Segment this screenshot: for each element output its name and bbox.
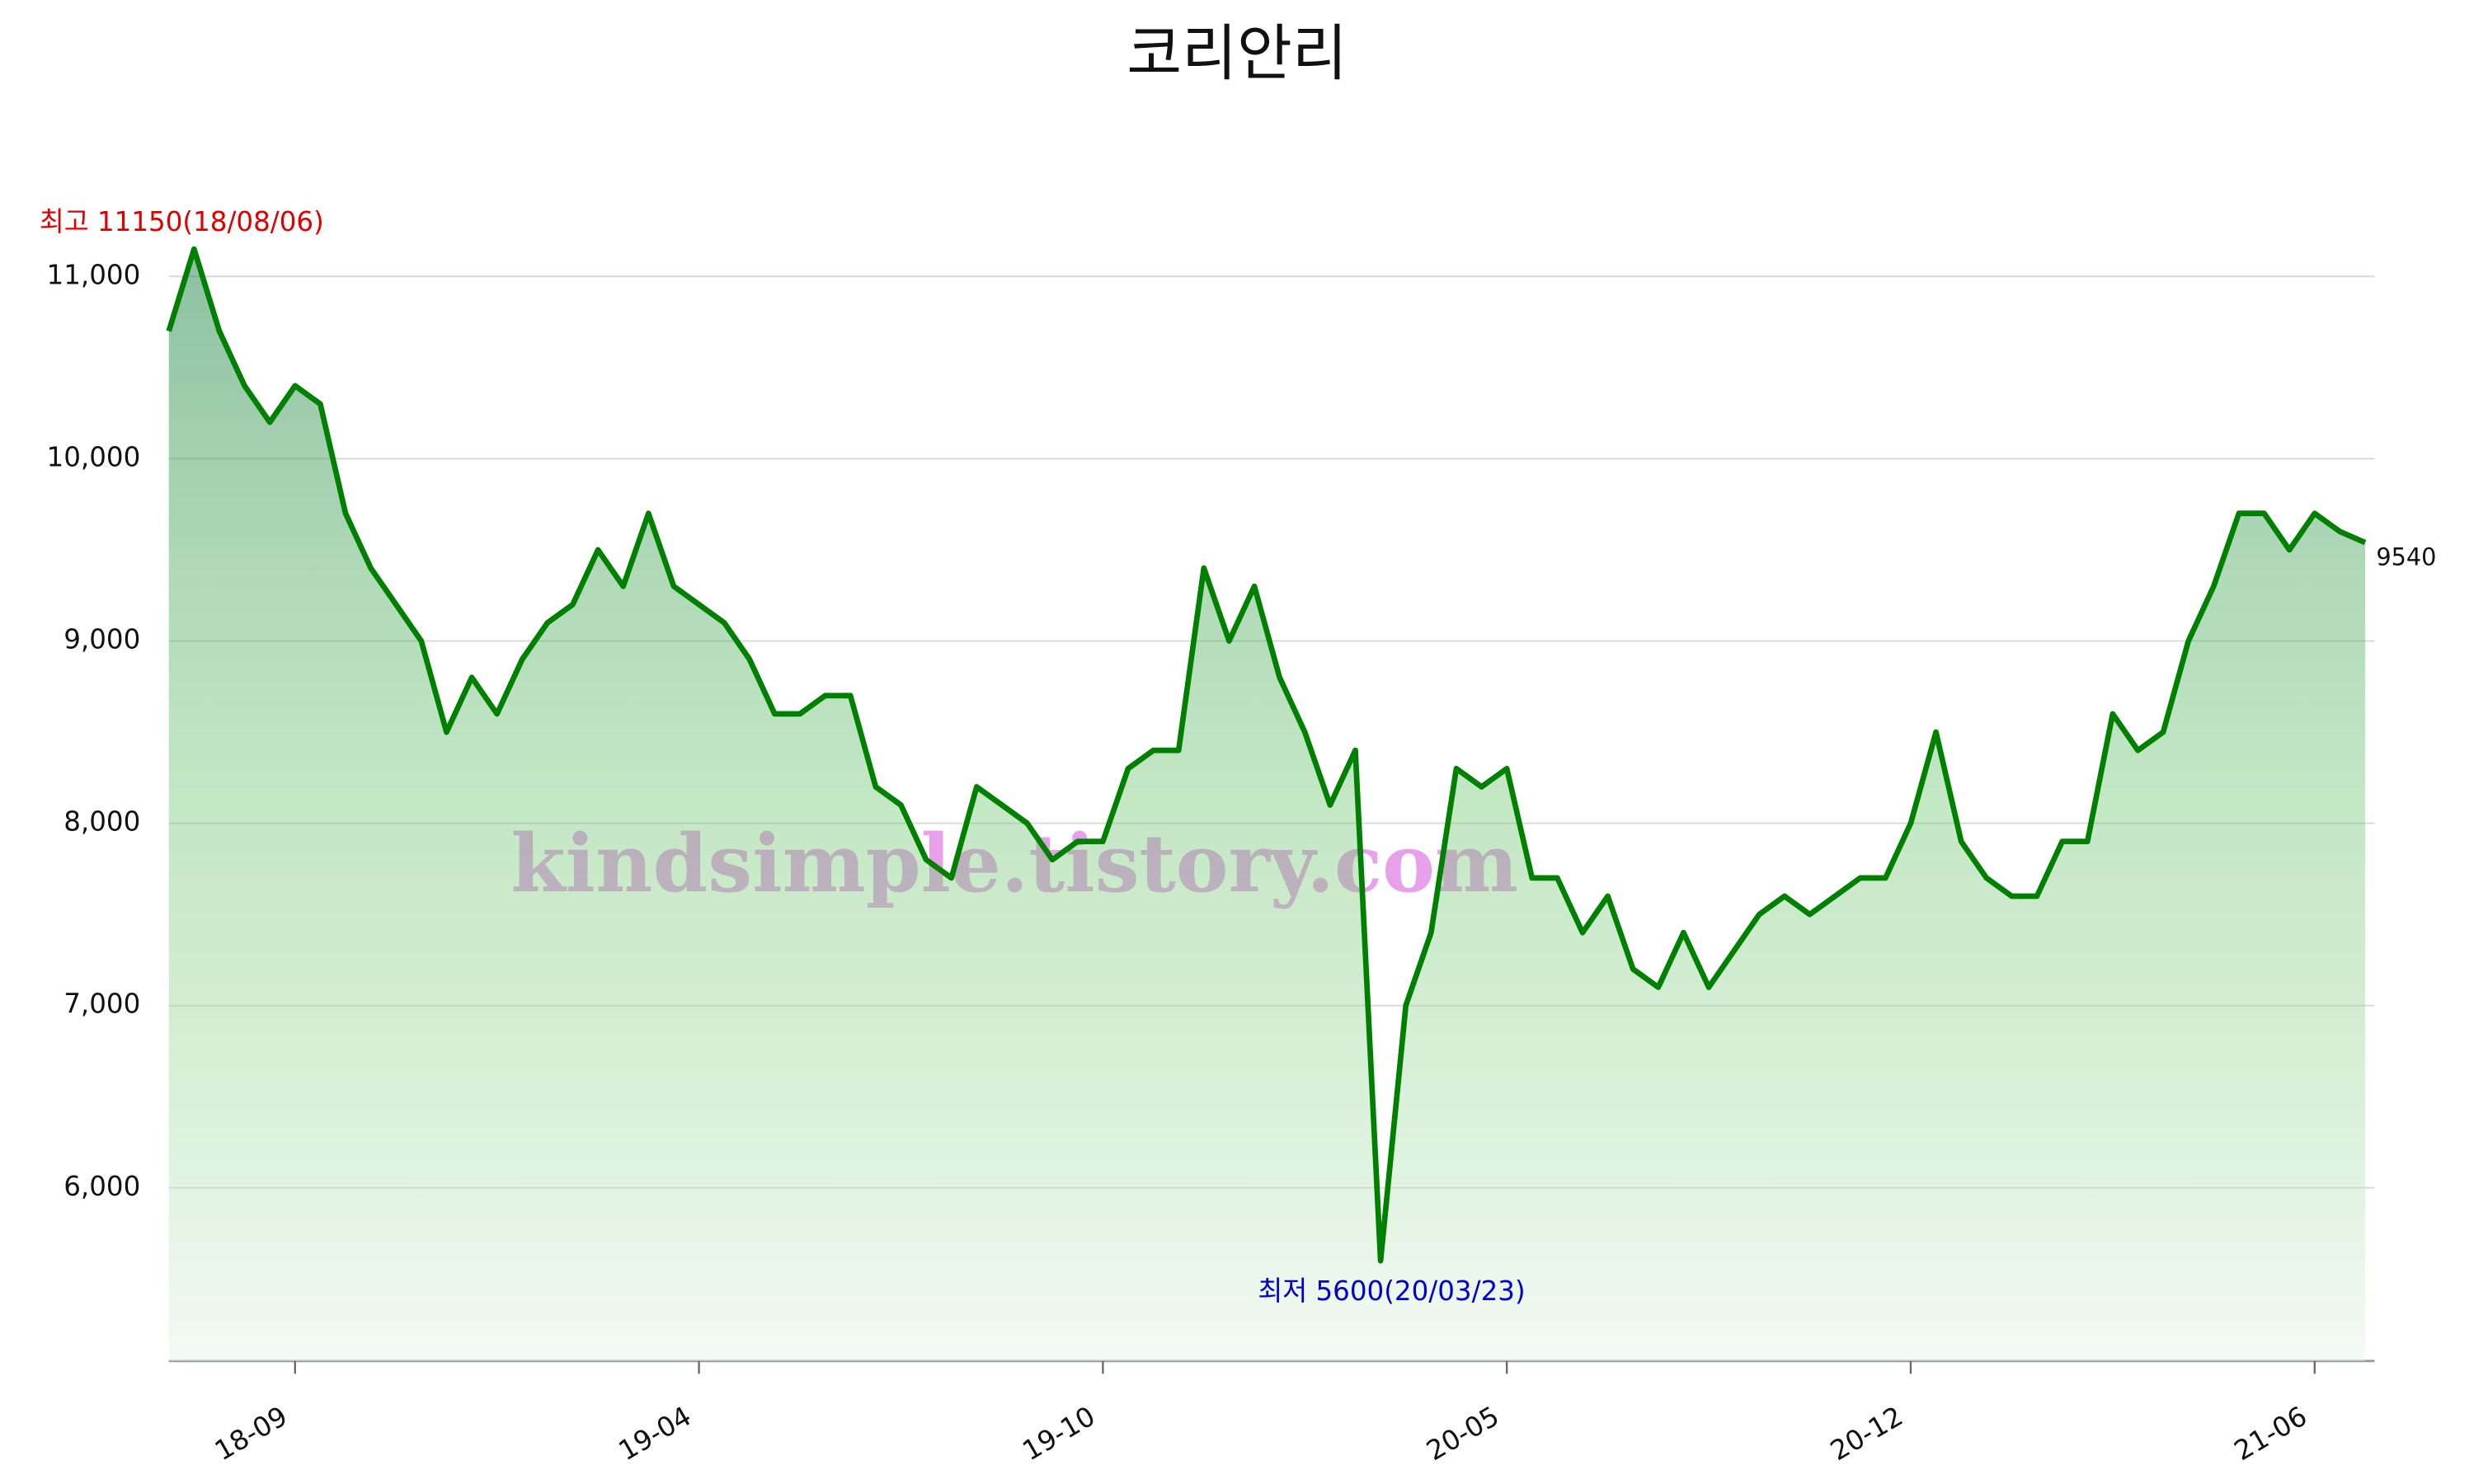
- y-tick-label: 7,000: [63, 989, 140, 1020]
- line: [166, 246, 2367, 1264]
- x-tick-label: 19-10: [1018, 1400, 1101, 1467]
- x-tick-label: 20-12: [1825, 1400, 1908, 1467]
- x-tick-label: 20-05: [1421, 1400, 1504, 1467]
- y-tick-label: 10,000: [47, 441, 141, 472]
- area: [168, 249, 2365, 1361]
- x-tick-label: 18-09: [209, 1400, 293, 1467]
- y-tick-label: 9,000: [63, 623, 140, 655]
- high-annotation: 최고 11150(18/08/06): [40, 206, 324, 237]
- low-annotation: 최저 5600(20/03/23): [1258, 1275, 1525, 1307]
- x-tick-label: 19-04: [614, 1400, 697, 1467]
- y-tick-label: 8,000: [63, 805, 140, 837]
- chart-title: 코리안리: [1126, 18, 1348, 89]
- y-tick-label: 11,000: [47, 259, 141, 290]
- y-tick-label: 6,000: [63, 1171, 140, 1202]
- x-tick-label: 21-06: [2229, 1400, 2312, 1467]
- end-label: 9540: [2376, 542, 2436, 571]
